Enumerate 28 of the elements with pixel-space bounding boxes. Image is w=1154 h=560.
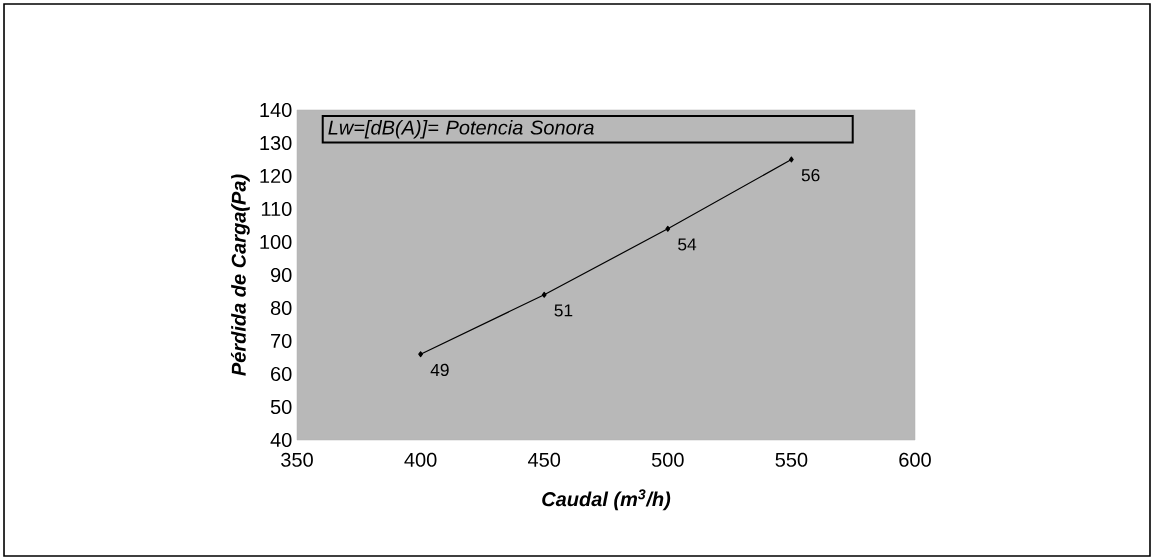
y-tick-label: 40 xyxy=(270,432,292,448)
point xyxy=(665,225,671,232)
y-tick-label: 100 xyxy=(260,234,292,250)
y-tick-label: 120 xyxy=(260,168,292,184)
annotation: 54 xyxy=(678,238,697,251)
annotation: 51 xyxy=(554,304,573,317)
x-tick-label: 550 xyxy=(775,452,808,467)
x-tick-label: 600 xyxy=(899,452,931,467)
annotation: 49 xyxy=(430,363,449,377)
annotation: 56 xyxy=(801,169,820,182)
x-tick-label: 450 xyxy=(527,452,561,467)
x-tick-label: 500 xyxy=(651,452,684,467)
y-tick-label: 70 xyxy=(271,333,292,349)
y-tick-label: 60 xyxy=(271,366,292,382)
y-tick-label: 140 xyxy=(260,102,292,118)
y-tick-label: 90 xyxy=(270,267,292,283)
annotation: Lw=[dB(A)]= Potencia Sonora xyxy=(328,119,594,139)
point xyxy=(418,351,424,358)
y-tick-label: 50 xyxy=(270,399,292,415)
y-tick-label: 110 xyxy=(261,201,292,217)
x-tick-label: 350 xyxy=(281,452,313,467)
point xyxy=(541,291,547,298)
y-tick-label: 130 xyxy=(260,135,292,151)
point xyxy=(789,156,794,163)
x-axis-title: Caudal (m$^{3}$/h) xyxy=(542,489,671,511)
x-tick-label: 400 xyxy=(404,452,437,467)
y-axis-title: Pérdida de Carga(Pa) xyxy=(230,174,250,376)
y-tick-label: 80 xyxy=(270,300,292,316)
